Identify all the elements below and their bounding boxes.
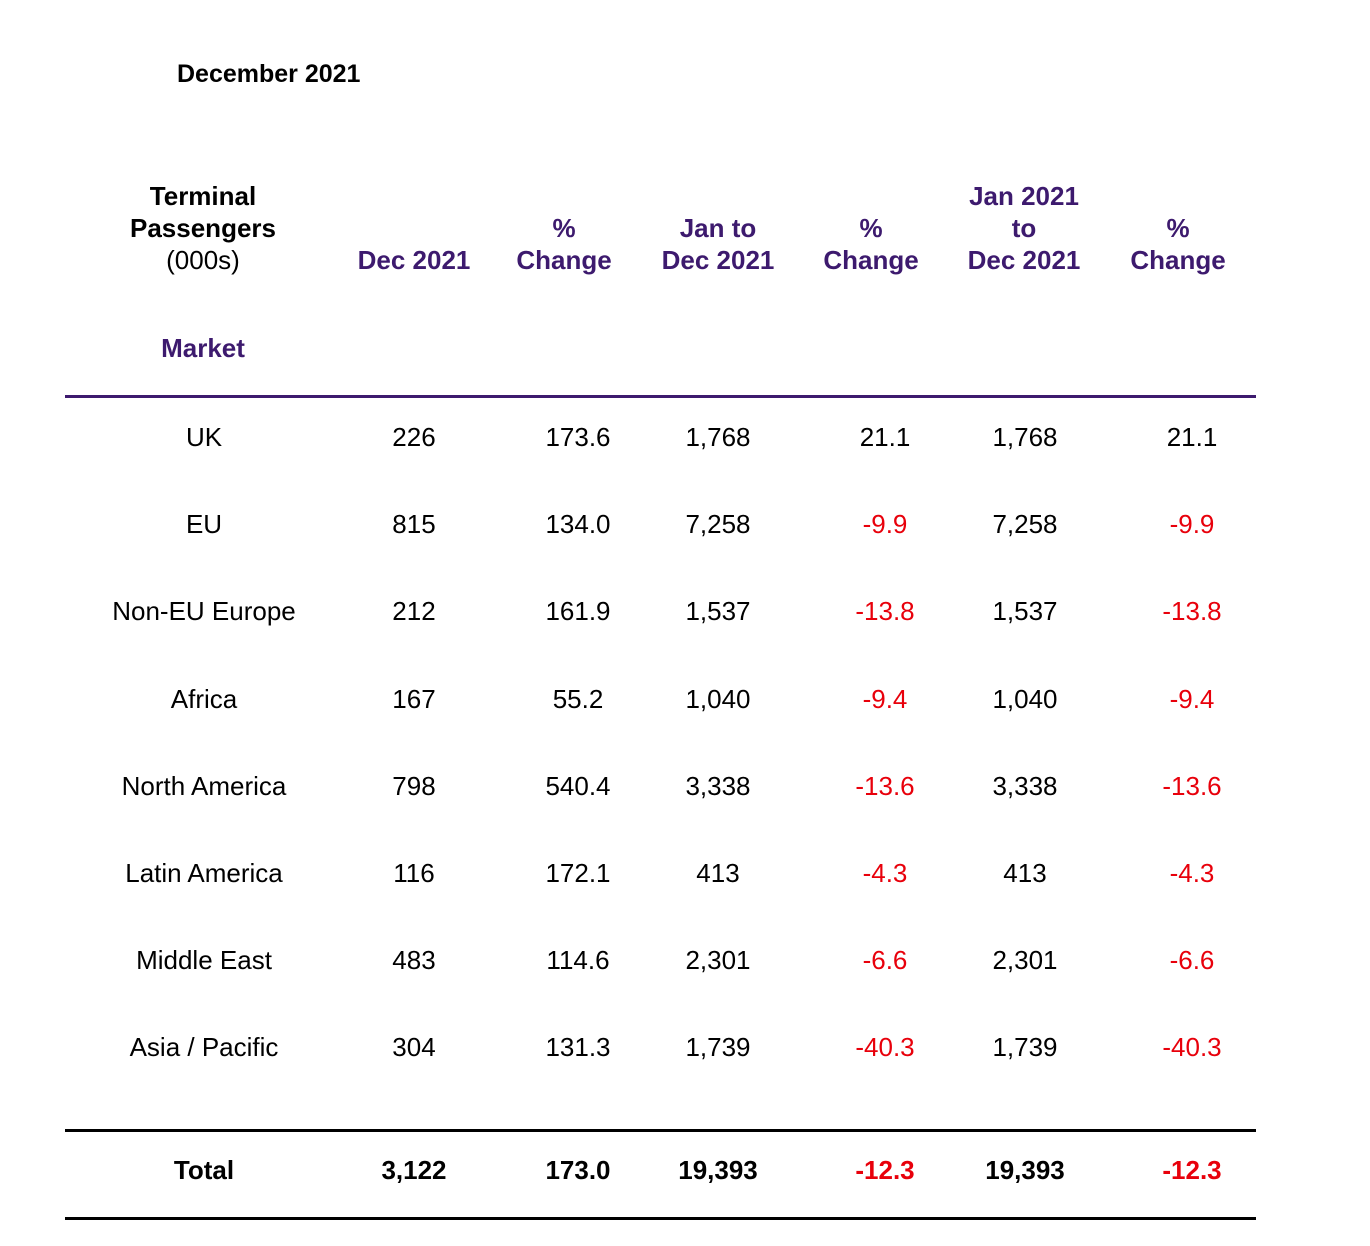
table-row: North America 798 540.4 3,338 -13.6 3,338 -13.… xyxy=(0,766,1370,806)
total-row: Total 3,122 173.0 19,393 -12.3 19,393 -1… xyxy=(0,1150,1370,1190)
cell-ytd-change: -13.8 xyxy=(1162,596,1222,627)
cell-market: North America xyxy=(121,770,287,801)
table-row: EU 815 134.0 7,258 -9.9 7,258 -9.9 xyxy=(0,504,1370,544)
header-ytd-change-line1: % xyxy=(1166,213,1190,243)
cell-jan-dec-change: -40.3 xyxy=(855,1032,915,1063)
cell-ytd: 413 xyxy=(1003,858,1047,888)
table-row: UK 226 173.6 1,768 21.1 1,768 21.1 xyxy=(0,417,1370,457)
cell-ytd: 3,338 xyxy=(992,770,1058,801)
cell-market: EU xyxy=(185,509,223,540)
total-label: Total xyxy=(173,1155,235,1185)
cell-jan-dec-change: 21.1 xyxy=(859,422,911,452)
cell-ytd: 2,301 xyxy=(992,945,1058,976)
header-dec-2021: Dec 2021 xyxy=(357,245,471,275)
total-divider-bottom xyxy=(65,1217,1256,1220)
cell-jan-dec-change: -4.3 xyxy=(862,858,908,888)
cell-market: Latin America xyxy=(125,858,283,888)
header-terminal-line3: (000s) xyxy=(166,245,240,275)
header-ytd-line1: Jan 2021 xyxy=(969,181,1079,211)
cell-dec: 798 xyxy=(392,770,436,801)
cell-dec-change: 114.6 xyxy=(546,945,610,976)
cell-jan-dec: 2,301 xyxy=(685,945,751,976)
header-ytd-line2: to xyxy=(1011,213,1037,243)
cell-market: Middle East xyxy=(136,945,272,976)
total-jan-dec-change: -12.3 xyxy=(855,1155,915,1185)
cell-dec: 167 xyxy=(392,683,436,714)
cell-jan-dec: 7,258 xyxy=(685,509,751,540)
cell-ytd-change: -9.4 xyxy=(1169,683,1215,714)
header-ytd-line3: Dec 2021 xyxy=(967,245,1081,275)
cell-ytd-change: -40.3 xyxy=(1162,1032,1222,1063)
cell-jan-dec: 413 xyxy=(696,858,740,888)
cell-ytd: 7,258 xyxy=(992,509,1058,540)
header-market: Market xyxy=(161,333,245,363)
cell-dec: 226 xyxy=(392,422,436,452)
header-terminal-line2: Passengers xyxy=(130,213,276,243)
header-divider xyxy=(65,395,1256,398)
header-ytd: Jan 2021 to Dec 2021 xyxy=(954,180,1094,276)
cell-dec-change: 131.3 xyxy=(545,1032,611,1063)
total-ytd: 19,393 xyxy=(985,1155,1065,1185)
cell-jan-dec-change: -9.4 xyxy=(862,683,908,714)
header-jan-to-dec-line1: Jan to xyxy=(679,213,757,243)
cell-jan-dec-change: -6.6 xyxy=(862,945,908,976)
header-jan-to-dec: Jan to Dec 2021 xyxy=(648,212,788,276)
header-jan-to-dec-line2: Dec 2021 xyxy=(661,245,775,275)
header-terminal-line1: Terminal xyxy=(149,181,257,211)
table-row: Non-EU Europe 212 161.9 1,537 -13.8 1,537 -13.… xyxy=(0,591,1370,631)
cell-ytd: 1,040 xyxy=(992,683,1058,714)
header-jan-dec-change-line2: Change xyxy=(823,245,919,275)
table-row: Asia / Pacific 304 131.3 1,739 -40.3 1,739 -40… xyxy=(0,1027,1370,1067)
cell-dec: 212 xyxy=(392,596,436,627)
total-dec-change: 173.0 xyxy=(545,1155,611,1185)
cell-market: UK xyxy=(185,422,223,452)
cell-ytd: 1,537 xyxy=(992,596,1058,627)
cell-jan-dec-change: -13.6 xyxy=(855,770,915,801)
header-jan-dec-change-line1: % xyxy=(859,213,883,243)
cell-jan-dec: 1,040 xyxy=(685,683,751,714)
cell-dec-change: 161.9 xyxy=(545,596,611,627)
cell-market: Non-EU Europe xyxy=(112,596,296,627)
cell-jan-dec: 3,338 xyxy=(685,770,751,801)
cell-jan-dec-change: -9.9 xyxy=(862,509,908,540)
header-dec-change: % Change xyxy=(499,212,629,276)
table-row: Latin America 116 172.1 413 -4.3 413 -4.3 xyxy=(0,853,1370,893)
cell-ytd-change: -9.9 xyxy=(1169,509,1215,540)
cell-jan-dec-change: -13.8 xyxy=(855,596,915,627)
table-row: Middle East 483 114.6 2,301 -6.6 2,301 -6.6 xyxy=(0,940,1370,980)
cell-market: Asia / Pacific xyxy=(129,1032,279,1063)
cell-dec-change: 540.4 xyxy=(545,770,611,801)
cell-dec: 116 xyxy=(393,858,435,888)
cell-ytd-change: -4.3 xyxy=(1169,858,1215,888)
total-ytd-change: -12.3 xyxy=(1162,1155,1222,1185)
cell-dec: 815 xyxy=(392,509,436,540)
cell-dec: 304 xyxy=(392,1032,436,1063)
cell-jan-dec: 1,537 xyxy=(685,596,751,627)
total-jan-dec: 19,393 xyxy=(678,1155,758,1185)
header-ytd-change: % Change xyxy=(1113,212,1243,276)
cell-jan-dec: 1,739 xyxy=(685,1032,751,1063)
total-divider-top xyxy=(65,1129,1256,1132)
cell-ytd: 1,768 xyxy=(992,422,1058,452)
cell-jan-dec: 1,768 xyxy=(685,422,751,452)
cell-dec-change: 172.1 xyxy=(545,858,611,888)
page-title: December 2021 xyxy=(177,60,361,88)
header-dec-change-line1: % xyxy=(552,213,576,243)
cell-ytd-change: 21.1 xyxy=(1166,422,1218,452)
cell-dec: 483 xyxy=(392,945,436,976)
header-ytd-change-line2: Change xyxy=(1130,245,1226,275)
cell-market: Africa xyxy=(170,683,238,714)
total-dec: 3,122 xyxy=(381,1155,447,1185)
cell-dec-change: 55.2 xyxy=(552,683,604,714)
cell-ytd-change: -13.6 xyxy=(1162,770,1222,801)
cell-dec-change: 173.6 xyxy=(545,422,611,452)
header-dec-change-line2: Change xyxy=(516,245,612,275)
cell-dec-change: 134.0 xyxy=(545,509,611,540)
header-jan-dec-change: % Change xyxy=(806,212,936,276)
header-terminal-passengers: Terminal Passengers (000s) xyxy=(103,180,303,276)
table-row: Africa 167 55.2 1,040 -9.4 1,040 -9.4 xyxy=(0,679,1370,719)
cell-ytd: 1,739 xyxy=(992,1032,1058,1063)
cell-ytd-change: -6.6 xyxy=(1169,945,1215,976)
